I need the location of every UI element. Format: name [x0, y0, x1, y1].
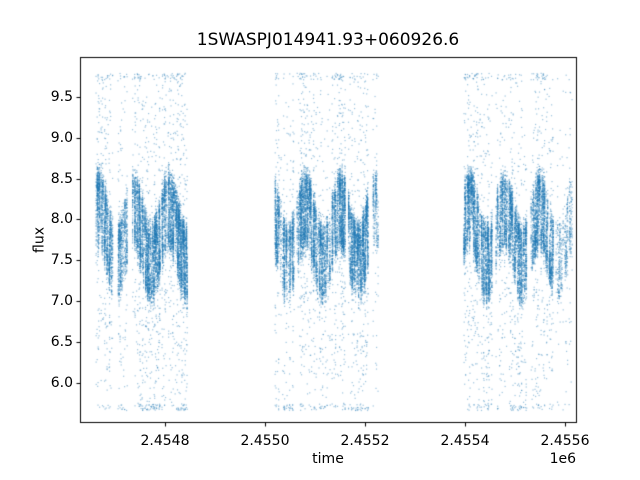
- x-tick-label: 2.4556: [540, 433, 590, 449]
- chart-title: 1SWASPJ014941.93+060926.6: [196, 30, 460, 50]
- y-tick-label: 8.0: [50, 211, 73, 228]
- y-axis-label: flux: [31, 227, 48, 253]
- y-tick-label: 7.0: [50, 293, 73, 310]
- x-tick-label: 2.4554: [440, 433, 490, 449]
- x-axis-label: time: [312, 451, 344, 467]
- y-tick-label: 6.5: [50, 333, 73, 350]
- y-tick-label: 6.0: [50, 374, 73, 391]
- y-tick-label: 9.5: [50, 89, 73, 105]
- y-tick-label: 9.0: [50, 129, 73, 146]
- x-tick-label: 2.4550: [240, 433, 290, 449]
- y-tick-label: 8.5: [50, 170, 73, 187]
- x-tick-label: 2.4548: [140, 433, 190, 449]
- y-tick-label: 7.5: [50, 252, 73, 269]
- x-tick-label: 2.4552: [340, 433, 390, 449]
- x-axis-offset-text: 1e6: [549, 451, 576, 467]
